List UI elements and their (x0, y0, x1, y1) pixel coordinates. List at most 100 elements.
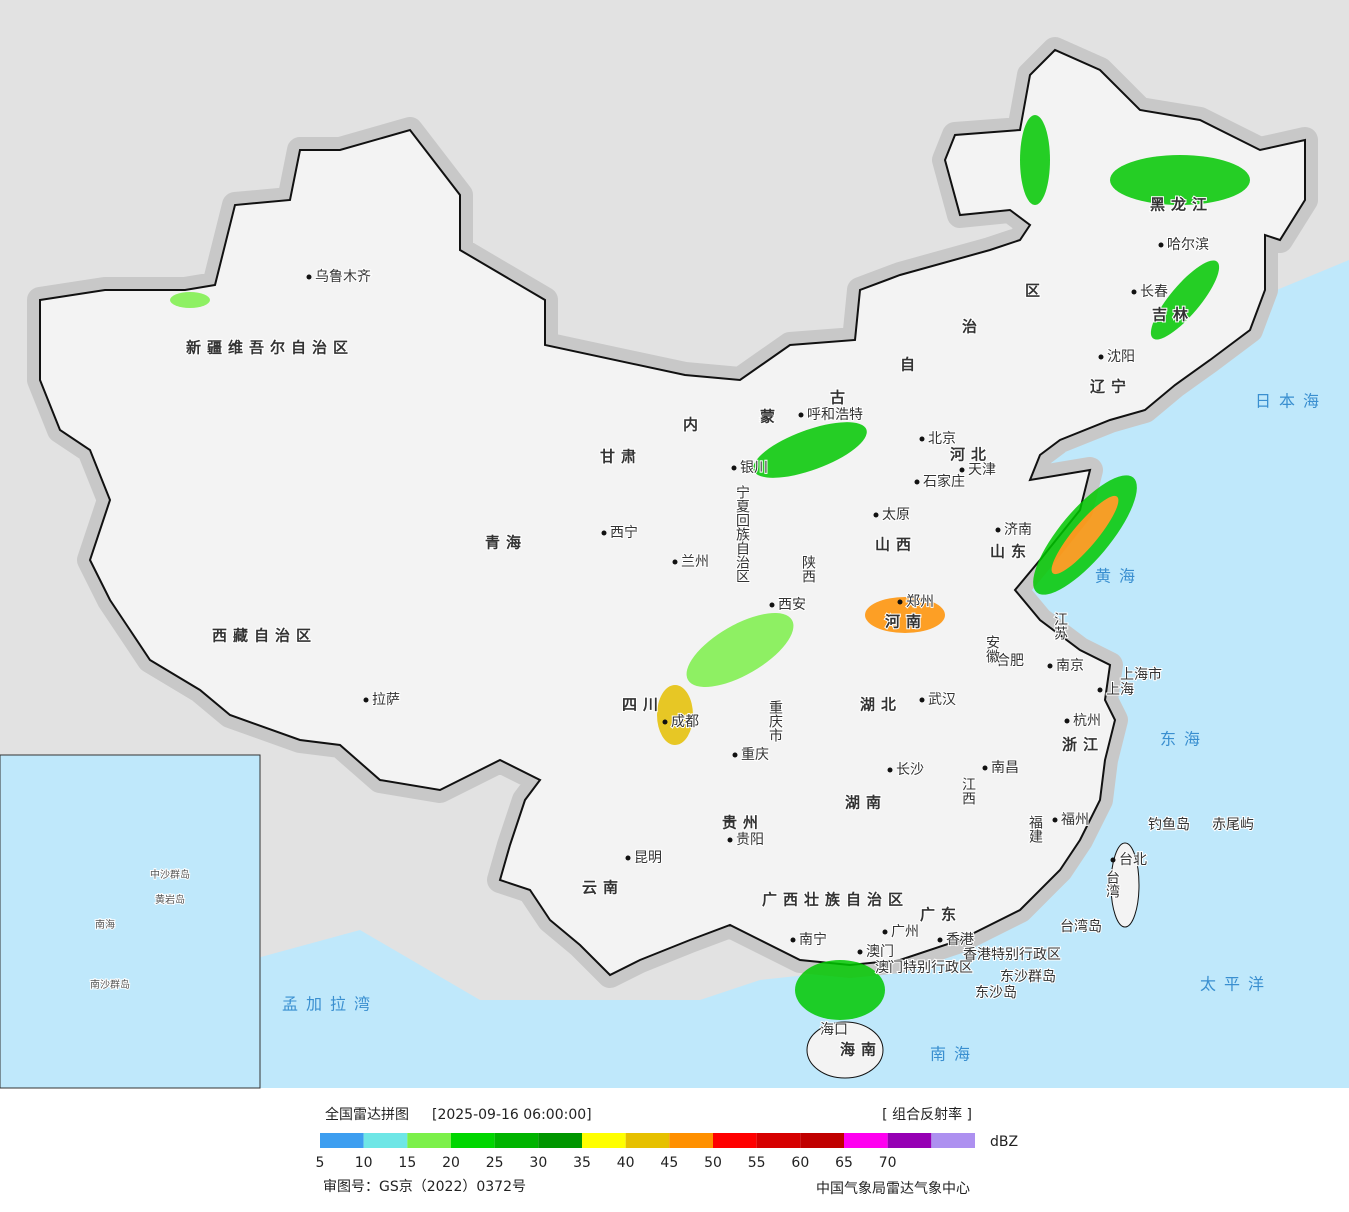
region-label: 赤尾屿 (1212, 817, 1254, 833)
scale-tick-label: 30 (529, 1155, 547, 1171)
region-label: 宁夏回族自治区 (734, 484, 750, 583)
legend-unit: dBZ (990, 1134, 1018, 1150)
region-label: 内 (683, 416, 704, 434)
region-label: 吉林 (1152, 306, 1194, 324)
city-label: 拉萨 (372, 692, 400, 708)
city-dot (897, 599, 903, 605)
city-label: 杭州 (1073, 713, 1101, 729)
region-label: 江苏 (1052, 612, 1068, 641)
scale-tick-label: 50 (704, 1155, 722, 1171)
city-dot (914, 479, 920, 485)
approval-number: 审图号：GS京（2022）0372号 (323, 1179, 526, 1195)
radar-echo (1020, 115, 1050, 205)
region-label: 海南 (840, 1041, 882, 1059)
legend-title: 全国雷达拼图 (325, 1106, 409, 1123)
city-label: 南宁 (799, 931, 827, 948)
scale-tick-label: 55 (748, 1155, 766, 1171)
scale-tick-label: 40 (617, 1155, 635, 1171)
legend-time: [2025-09-16 06:00:00] (432, 1107, 592, 1123)
region-label: 治 (962, 318, 983, 336)
region-label: 河北 (950, 446, 992, 464)
city-label: 成都 (671, 714, 699, 730)
color-swatch (800, 1133, 844, 1148)
city-dot (937, 937, 943, 943)
sea-label: 日本海 (1255, 392, 1327, 411)
city-label: 北京 (928, 431, 956, 447)
city-dot (1110, 857, 1116, 863)
city-label: 香港 (946, 932, 974, 948)
city-label: 长春 (1140, 284, 1168, 300)
city-label: 兰州 (681, 554, 709, 570)
city-dot (1098, 354, 1104, 360)
city-label: 西宁 (610, 524, 638, 541)
radar-echo (1051, 495, 1119, 575)
city-dot (727, 837, 733, 843)
region-label: 湖北 (860, 696, 902, 714)
color-swatch (931, 1133, 975, 1148)
city-dot (919, 697, 925, 703)
city-dot (672, 559, 678, 565)
city-label: 重庆 (741, 747, 769, 763)
color-swatch (407, 1133, 451, 1148)
sea-label: 孟加拉湾 (282, 995, 378, 1014)
region-label: 云南 (582, 879, 624, 897)
city-label: 天津 (968, 462, 996, 478)
city-dot (982, 765, 988, 771)
city-label: 郑州 (906, 594, 934, 610)
region-label: 南沙群岛 (90, 978, 130, 991)
color-swatch (844, 1133, 888, 1148)
city-dot (790, 937, 796, 943)
taiwan (1110, 842, 1140, 928)
region-label: 安徽 (984, 635, 1000, 663)
source: 中国气象局雷达气象中心 (816, 1181, 970, 1197)
region-label: 四川 (622, 696, 664, 714)
region-label: 重庆市 (767, 700, 783, 742)
city-label: 福州 (1061, 812, 1089, 828)
city-dot (882, 929, 888, 935)
region-label: 贵州 (722, 814, 764, 832)
scale-tick-label: 35 (573, 1155, 591, 1171)
scale-tick-label: 25 (486, 1155, 504, 1171)
city-label: 济南 (1004, 522, 1032, 538)
region-label: 东沙群岛 (1000, 969, 1056, 985)
city-dot (873, 512, 879, 518)
city-label: 哈尔滨 (1167, 237, 1209, 253)
south-china-sea-inset (0, 754, 261, 1089)
city-label: 上海 (1106, 682, 1134, 698)
city-label: 太原 (882, 507, 910, 523)
scale-tick-label: 45 (660, 1155, 678, 1171)
scale-tick-label: 5 (316, 1155, 325, 1171)
radar-echo (865, 597, 945, 633)
city-label: 广州 (891, 924, 919, 940)
region-label: 上海市 (1120, 666, 1162, 683)
city-dot (601, 530, 607, 536)
sea-label: 黄海 (1095, 567, 1143, 586)
region-label: 山西 (875, 536, 917, 554)
region-label: 青海 (485, 534, 527, 552)
color-swatch (363, 1133, 408, 1148)
region-label: 香港特别行政区 (963, 947, 1061, 963)
city-dot (887, 767, 893, 773)
radar-echo (1150, 260, 1220, 340)
color-swatch (887, 1133, 932, 1148)
city-dot (769, 602, 775, 608)
region-label: 辽宁 (1090, 378, 1132, 396)
color-swatch (756, 1133, 801, 1148)
city-label: 南昌 (991, 760, 1019, 776)
sea-label: 东海 (1160, 730, 1208, 749)
radar-echo (170, 292, 210, 308)
region-label: 海口 (820, 1022, 848, 1038)
scale-tick-label: 70 (879, 1155, 897, 1171)
color-swatch (494, 1133, 539, 1148)
region-label: 钓鱼岛 (1148, 816, 1190, 833)
region-label: 蒙 (760, 408, 781, 426)
city-dot (732, 752, 738, 758)
color-swatch (625, 1133, 670, 1148)
region-label: 西藏自治区 (212, 627, 317, 645)
city-dot (625, 855, 631, 861)
region-label: 东沙岛 (975, 985, 1017, 1001)
city-dot (1052, 817, 1058, 823)
city-dot (1047, 663, 1053, 669)
